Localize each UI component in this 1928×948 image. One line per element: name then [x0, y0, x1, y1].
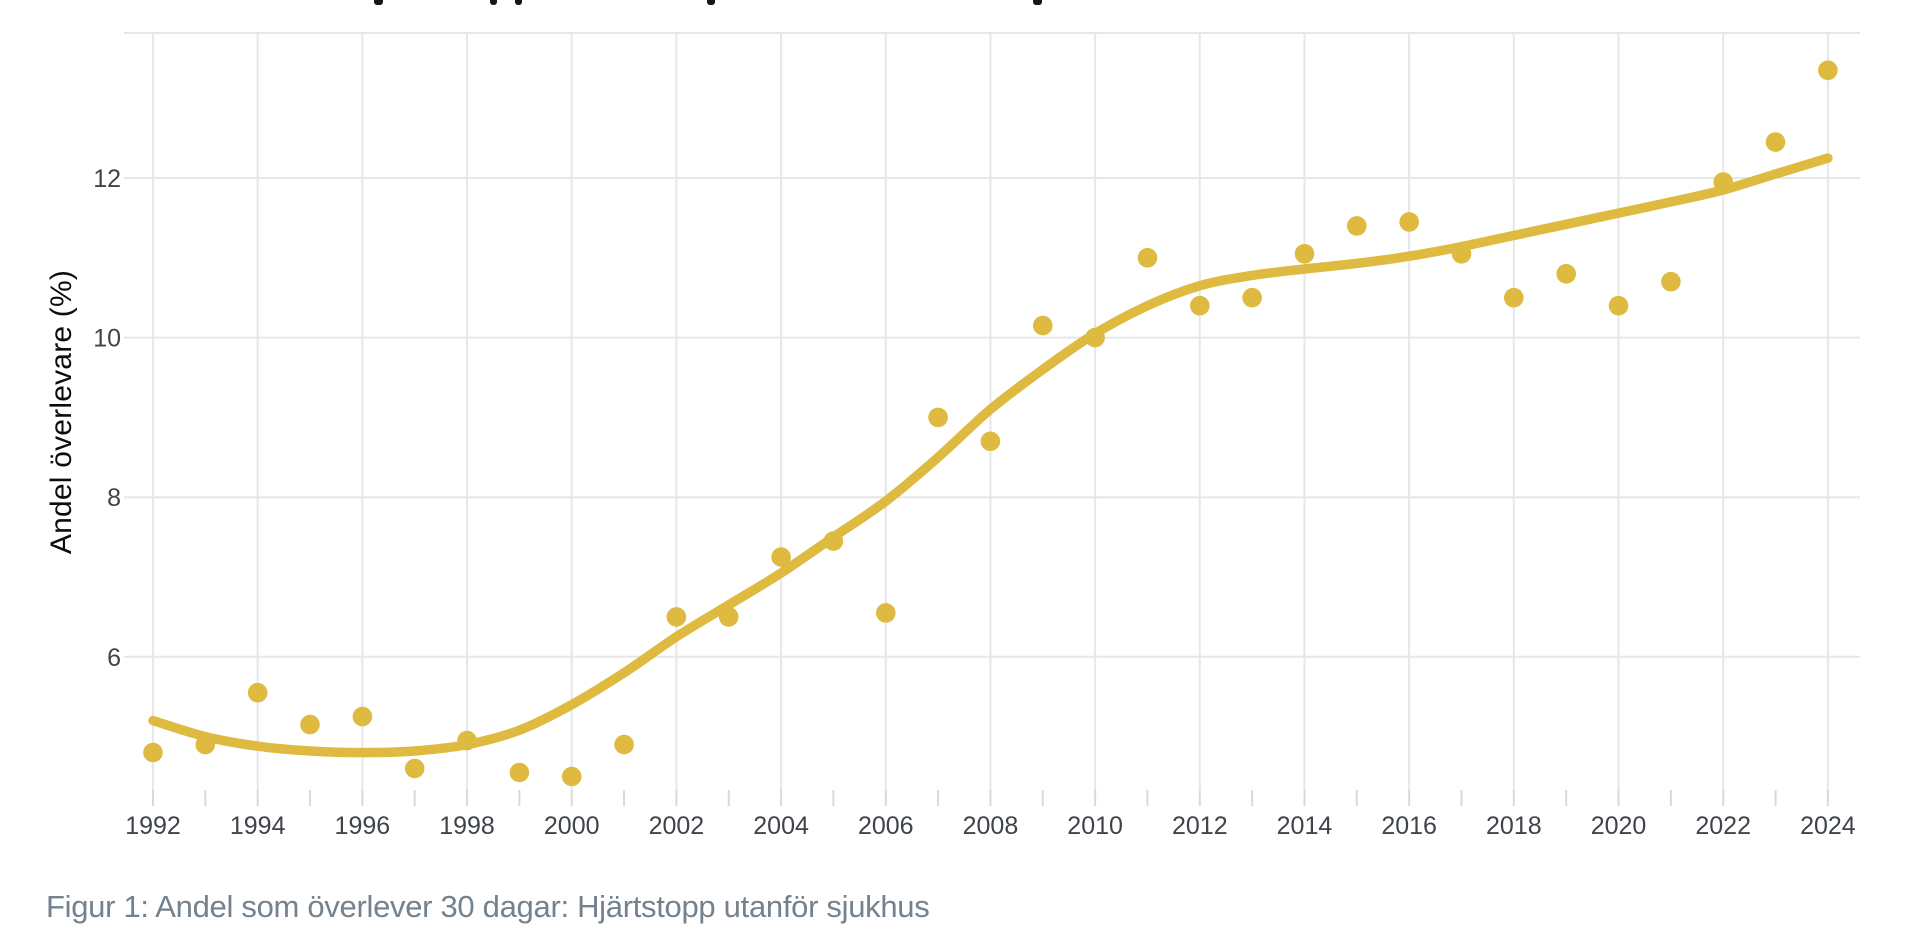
- data-point: [1294, 244, 1315, 264]
- x-tick-label: 2022: [1695, 812, 1751, 840]
- clipped-glyph-fragment: [490, 0, 497, 5]
- data-point: [1033, 315, 1053, 336]
- data-point: [300, 714, 320, 735]
- data-point: [1347, 216, 1367, 236]
- x-tick-label: 2002: [649, 812, 705, 840]
- x-tick-label: 2008: [963, 812, 1019, 840]
- x-tick-label: 2014: [1277, 812, 1333, 840]
- trend-line: [148, 153, 1833, 758]
- data-point: [352, 706, 373, 727]
- data-point: [1242, 287, 1262, 308]
- figure-caption: Figur 1: Andel som överlever 30 dagar: H…: [46, 889, 930, 924]
- data-point: [1818, 60, 1838, 81]
- data-point: [1451, 244, 1472, 264]
- x-tick-label: 2010: [1067, 812, 1123, 840]
- clipped-glyph-fragment: [1033, 0, 1042, 5]
- data-point: [509, 762, 530, 783]
- clipped-glyph-fragment: [707, 0, 715, 5]
- x-tick-label: 1996: [335, 812, 391, 840]
- y-tick-label: 12: [93, 165, 121, 193]
- data-point: [876, 603, 896, 623]
- clipped-glyph-fragment: [515, 0, 522, 5]
- data-point: [718, 607, 739, 627]
- data-point: [195, 734, 216, 755]
- data-point: [666, 607, 687, 627]
- y-tick-label: 10: [93, 325, 121, 353]
- x-tick-label: 2024: [1800, 812, 1856, 840]
- y-axis-title: Andel överlevare (%): [45, 269, 78, 555]
- x-tick-label: 2006: [858, 812, 914, 840]
- x-tick-label: 2012: [1172, 812, 1228, 840]
- data-point: [1556, 264, 1576, 284]
- data-point: [1190, 295, 1210, 316]
- x-tick-label: 2016: [1381, 812, 1437, 840]
- data-point: [928, 407, 948, 428]
- data-point: [1765, 132, 1786, 152]
- data-point: [457, 730, 477, 751]
- data-point: [980, 431, 1001, 452]
- data-point: [771, 547, 791, 567]
- x-tick-label: 2004: [753, 812, 809, 840]
- x-tick-label: 2020: [1591, 812, 1647, 840]
- y-tick-label: 8: [107, 484, 121, 512]
- x-tick-label: 1994: [230, 812, 286, 840]
- data-point: [561, 766, 582, 787]
- x-tick-label: 1998: [439, 812, 495, 840]
- data-point: [1713, 172, 1733, 192]
- x-tick-label: 2018: [1486, 812, 1542, 840]
- data-point: [1608, 295, 1629, 316]
- data-point: [404, 758, 425, 779]
- data-point: [1399, 212, 1419, 232]
- data-point: [614, 734, 634, 755]
- clipped-glyph-fragment: [374, 0, 383, 5]
- data-point: [1661, 271, 1681, 292]
- data-point: [823, 531, 844, 551]
- data-point: [143, 742, 163, 763]
- x-tick-label: 1992: [125, 812, 181, 840]
- data-point: [247, 682, 268, 703]
- data-point: [1504, 287, 1524, 308]
- y-tick-label: 6: [107, 644, 121, 672]
- data-point: [1137, 247, 1158, 268]
- x-tick-label: 2000: [544, 812, 600, 840]
- data-point: [1085, 327, 1105, 348]
